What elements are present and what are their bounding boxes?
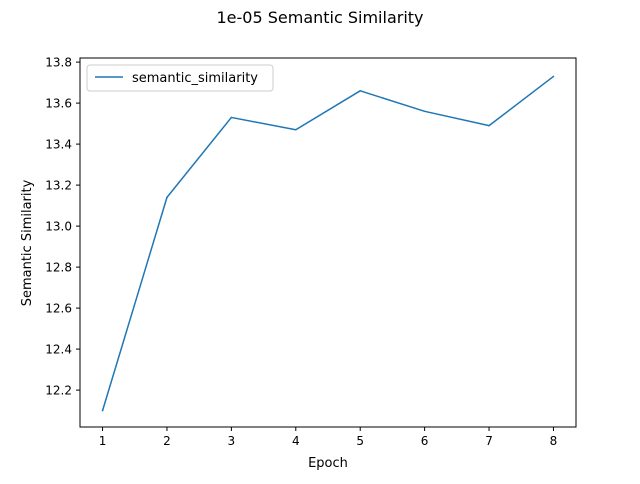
y-tick-label: 12.4 [45, 343, 72, 357]
y-tick-label: 13.4 [45, 138, 72, 152]
data-point [423, 110, 426, 113]
legend-box [86, 64, 274, 92]
data-point [294, 128, 297, 131]
x-tick-label: 5 [356, 434, 364, 448]
data-point [166, 196, 168, 199]
data-point [359, 90, 362, 92]
legend: semantic_similarity [86, 64, 274, 92]
plot-frame [79, 57, 577, 428]
x-tick-label: 6 [421, 434, 429, 448]
chart-title: 1e-05 Semantic Similarity [216, 8, 423, 27]
y-tick-label: 13.2 [45, 179, 72, 193]
x-tick-label: 3 [228, 434, 236, 448]
y-tick-label: 13.8 [45, 56, 72, 70]
plot-area [80, 58, 576, 427]
data-point [230, 116, 233, 119]
y-axis-label: Semantic Similarity [20, 179, 35, 306]
x-tick-label: 2 [163, 434, 171, 448]
y-tick-label: 13.6 [45, 97, 72, 111]
data-point [552, 75, 555, 78]
x-tick-label: 8 [550, 434, 558, 448]
x-tick-label: 1 [99, 434, 107, 448]
x-tick-label: 7 [485, 434, 493, 448]
y-tick-label: 13.0 [45, 220, 72, 234]
series-line-semantic_similarity [101, 75, 554, 411]
data-point [488, 124, 490, 127]
y-tick-label: 12.8 [45, 261, 72, 275]
x-axis-label: Epoch [308, 456, 348, 471]
data-point [101, 409, 104, 412]
legend-label: semantic_similarity [132, 71, 258, 86]
y-tick-label: 12.2 [45, 384, 72, 398]
x-tick-label: 4 [292, 434, 300, 448]
y-tick-label: 12.6 [45, 302, 72, 316]
